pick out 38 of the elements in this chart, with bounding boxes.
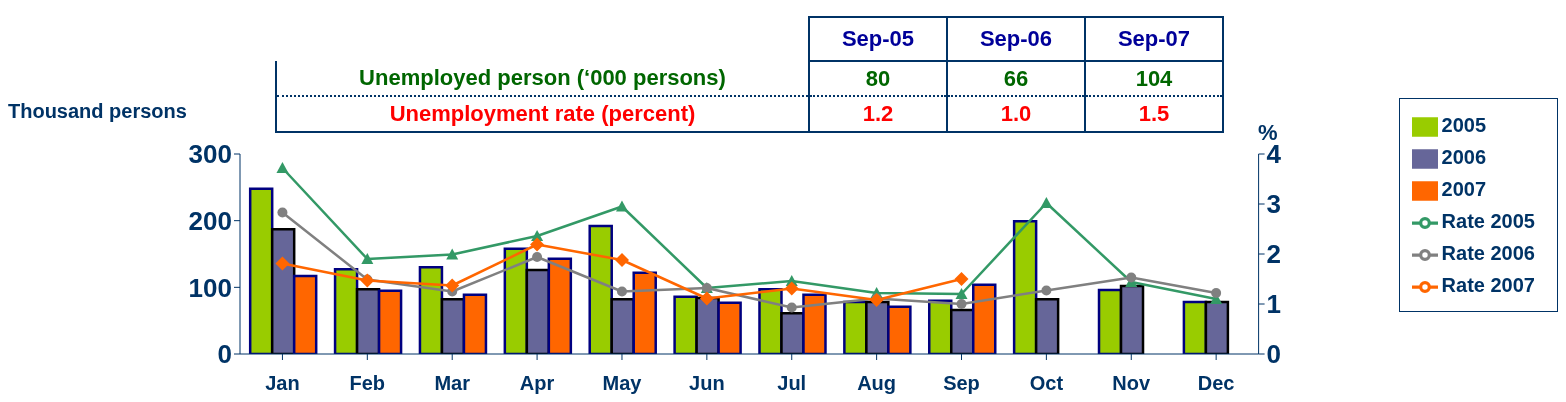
x-tick-label: Feb [349, 372, 386, 395]
x-tick-label: Jun [689, 372, 725, 395]
y2-tick-label: 2 [1266, 239, 1282, 270]
y2-tick-label: 1 [1266, 289, 1282, 320]
x-tick-label: Sep [943, 372, 980, 395]
text: 104 [1085, 61, 1223, 96]
legend-label: 2005 [1441, 114, 1487, 136]
y-tick-label: 300 [188, 139, 232, 170]
legend-label: Rate 2006 [1441, 242, 1535, 264]
x-tick-label: Jan [265, 372, 300, 395]
x-tick-label: Mar [434, 372, 471, 395]
text: 1.0 [947, 96, 1085, 132]
text: Sep-07 [1085, 17, 1223, 61]
x-tick-label: Apr [519, 372, 555, 395]
legend-label: 2006 [1441, 146, 1487, 168]
text: 66 [947, 61, 1085, 96]
text: Unemployment rate (percent) [388, 100, 697, 128]
y-tick-label: 200 [188, 205, 232, 236]
legend-label: Rate 2007 [1441, 274, 1535, 296]
text: 1.2 [809, 96, 947, 132]
y-tick-label: 0 [217, 339, 232, 370]
legend-label: Rate 2005 [1441, 210, 1535, 232]
y-tick-label: 100 [188, 272, 232, 303]
x-tick-label: Jul [777, 372, 807, 395]
legend-label: 2007 [1441, 178, 1487, 200]
text: 80 [809, 61, 947, 96]
x-tick-label: Dec [1197, 372, 1235, 395]
x-tick-label: Aug [857, 372, 897, 395]
y2-tick-label: 0 [1266, 339, 1282, 370]
text: Unemployed person (‘000 persons) [358, 64, 727, 92]
x-tick-label: May [602, 372, 643, 395]
text: Sep-05 [809, 17, 947, 61]
x-tick-label: Oct [1029, 372, 1064, 395]
y-axis-title: Thousand persons [8, 100, 187, 123]
x-tick-label: Nov [1112, 372, 1152, 395]
text: 1.5 [1085, 96, 1223, 132]
text: Sep-06 [947, 17, 1085, 61]
y2-tick-label: 3 [1266, 189, 1282, 220]
